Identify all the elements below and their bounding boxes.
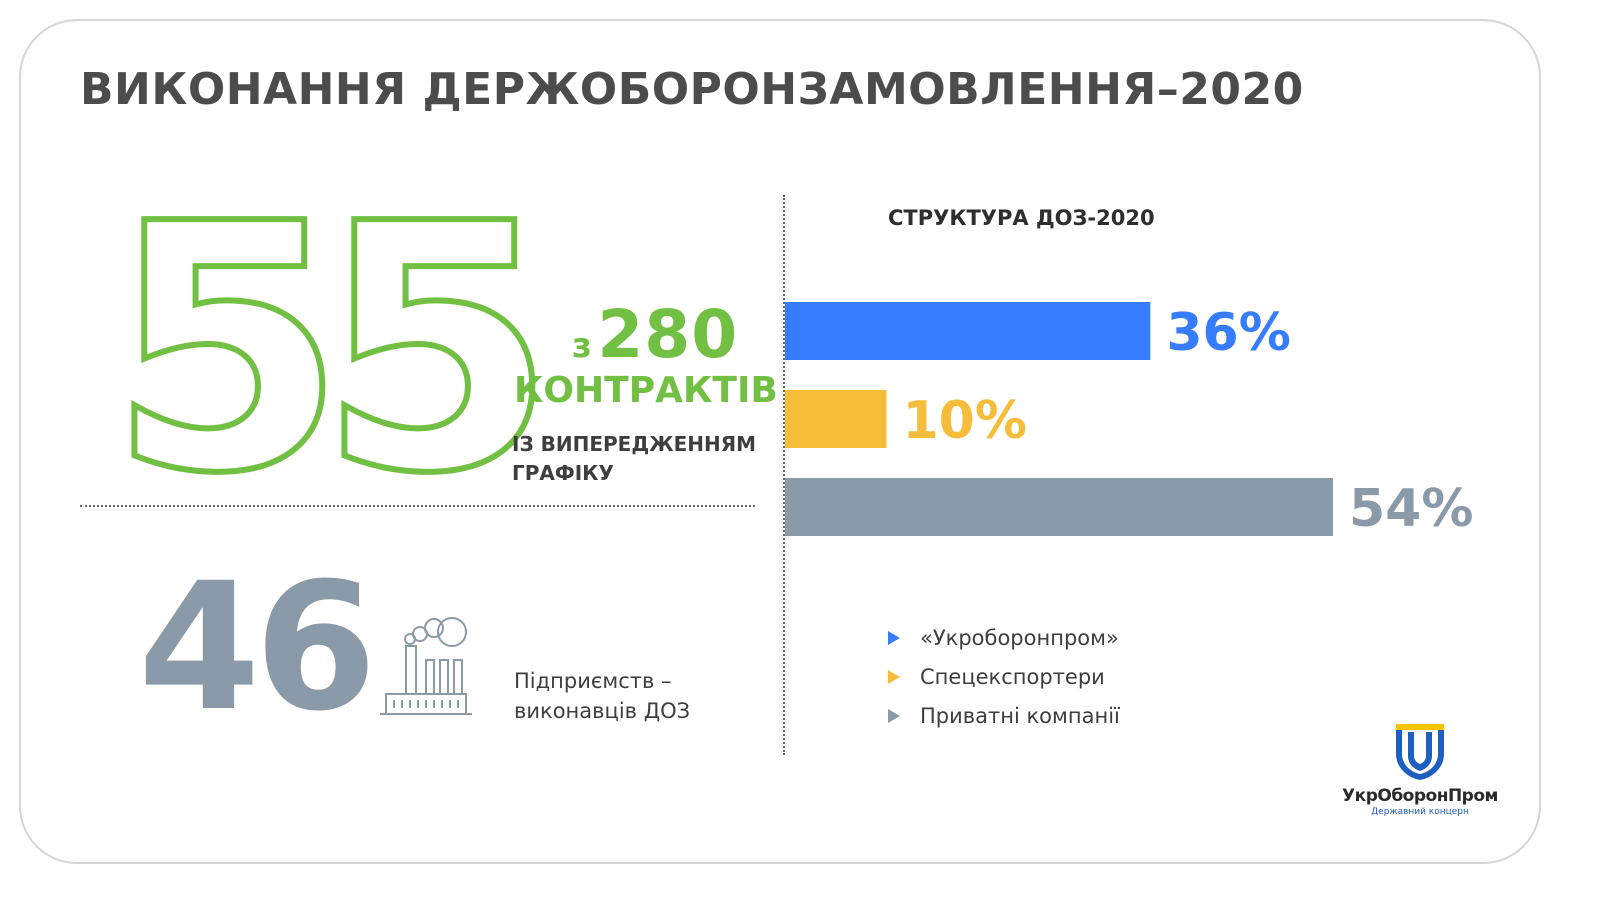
legend-item-2: Спецекспортери <box>888 657 1120 696</box>
legend-label: Спецекспортери <box>920 664 1105 689</box>
horizontal-divider <box>80 505 755 507</box>
enterprises-count: 46 <box>138 545 377 750</box>
legend-triangle-icon <box>888 630 900 645</box>
legend-label: «Укроборонпром» <box>920 625 1119 650</box>
factory-icon <box>380 617 472 715</box>
contracts-total: 280 <box>597 296 739 373</box>
page-title: ВИКОНАННЯ ДЕРЖОБОРОНЗАМОВЛЕННЯ–2020 <box>80 64 1304 115</box>
legend-triangle-icon <box>888 669 900 684</box>
contracts-completed-count: 55 <box>108 192 538 492</box>
legend-label: Приватні компанії <box>920 703 1120 728</box>
legend-triangle-icon <box>888 708 900 723</box>
legend-item-3: Приватні компанії <box>888 696 1120 735</box>
enterprises-label: Підприємств – виконавців ДОЗ <box>514 669 691 723</box>
contracts-label: КОНТРАКТІВ <box>514 370 778 411</box>
contracts-note: ІЗ ВИПЕРЕДЖЕННЯМ ГРАФІКУ <box>512 432 757 485</box>
contracts-count-text: 55 <box>108 192 537 492</box>
logo-name: УкрОборонПром <box>1342 786 1498 806</box>
logo-subtitle: Державний концерн <box>1371 807 1469 817</box>
infographic-card <box>19 19 1541 864</box>
contracts-of-prefix: з <box>572 326 592 366</box>
legend-item-1: «Укроборонпром» <box>888 618 1120 657</box>
chart-legend: «Укроборонпром» Спецекспортери Приватні ко… <box>888 618 1120 735</box>
vertical-divider <box>783 195 785 755</box>
shield-logo-icon <box>1396 724 1444 780</box>
company-logo: УкрОборонПром Державний концерн <box>1340 720 1500 830</box>
contracts-total-line: з 280 <box>572 296 738 373</box>
